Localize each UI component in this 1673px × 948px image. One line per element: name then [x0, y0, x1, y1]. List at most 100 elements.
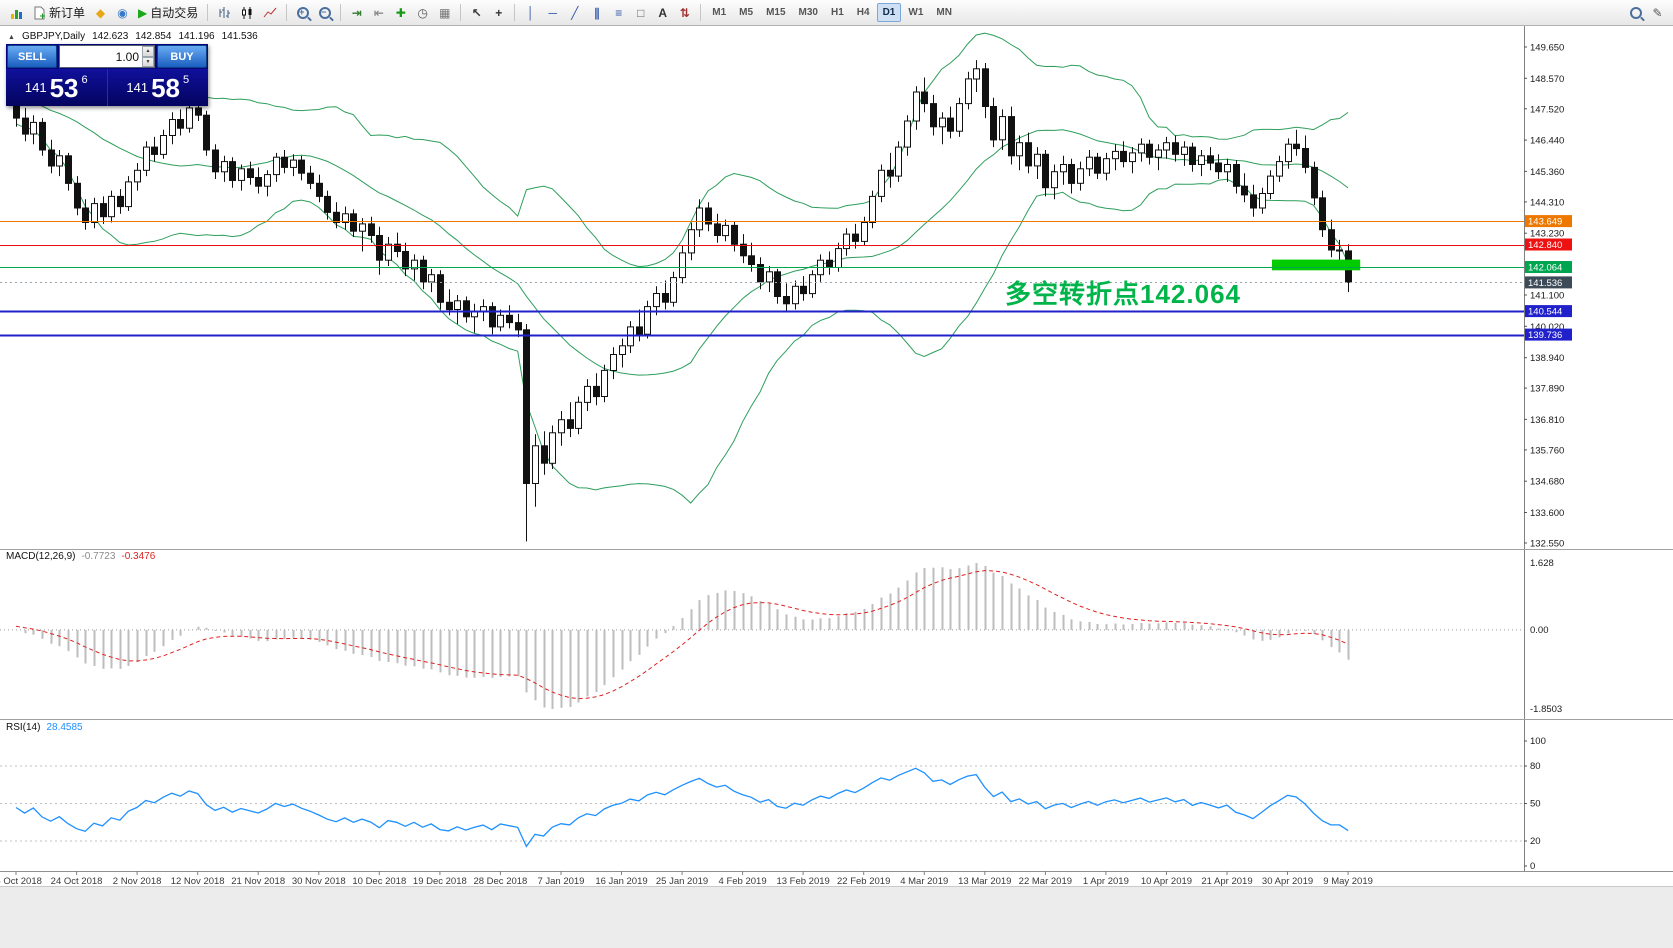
horizontal-levels[interactable] [0, 221, 1524, 337]
chart-window[interactable]: 149.650 148.570 147.520 146.440 145.360 144.3… [0, 26, 1673, 887]
text-icon: A [658, 5, 668, 20]
timeframe-w1-button[interactable]: W1 [902, 3, 929, 22]
vertical-line-icon: │ [527, 5, 535, 20]
line-chart-button[interactable] [259, 2, 281, 23]
zoom-out-button[interactable]: − [314, 2, 335, 23]
timeframe-mn-button[interactable]: MN [930, 3, 958, 22]
symbol-search-button[interactable] [1625, 2, 1646, 23]
shapes-icon: □ [637, 5, 645, 20]
svg-text:22 Mar 2019: 22 Mar 2019 [1019, 876, 1072, 887]
buy-button[interactable]: BUY [157, 45, 207, 68]
crosshair-button[interactable]: + [488, 2, 509, 23]
svg-text:142.840: 142.840 [1528, 240, 1562, 251]
svg-text:143.230: 143.230 [1530, 229, 1564, 240]
sell-button[interactable]: SELL [7, 45, 57, 68]
macd-main-value: -0.7723 [81, 551, 116, 562]
timeframe-m30-button[interactable]: M30 [793, 3, 824, 22]
community-button[interactable]: ◉ [112, 2, 133, 23]
bar-chart-button[interactable] [213, 2, 235, 23]
channel-icon: ∥ [593, 5, 600, 20]
svg-text:142.064: 142.064 [1528, 263, 1562, 274]
toolbar-separator [286, 4, 288, 21]
symbol-label: GBPJPY,Daily [21, 31, 86, 42]
indicators-button[interactable]: ✚ [390, 2, 411, 23]
svg-text:146.440: 146.440 [1530, 136, 1564, 147]
alerts-button[interactable]: ◆ [90, 2, 111, 23]
volume-up-button[interactable]: ▲ [142, 46, 154, 57]
zoom-in-button[interactable]: + [292, 2, 313, 23]
svg-text:133.600: 133.600 [1530, 508, 1564, 519]
auto-scroll-icon: ⇥ [351, 5, 362, 20]
svg-text:1.628: 1.628 [1530, 558, 1554, 569]
app-icon[interactable] [5, 2, 27, 23]
timeframe-h1-button[interactable]: H1 [825, 3, 850, 22]
svg-text:141.100: 141.100 [1530, 291, 1564, 302]
timeframe-m1-button[interactable]: M1 [706, 3, 732, 22]
timeframe-m5-button[interactable]: M5 [733, 3, 759, 22]
chart-shift-button[interactable]: ⇤ [368, 2, 389, 23]
toolbar-separator [340, 4, 342, 21]
channel-button[interactable]: ∥ [586, 2, 607, 23]
price-chart-canvas[interactable]: 149.650 148.570 147.520 146.440 145.360 144.3… [0, 26, 1673, 887]
timeframe-h4-button[interactable]: H4 [851, 3, 876, 22]
svg-text:25 Jan 2019: 25 Jan 2019 [656, 876, 708, 887]
trendline-button[interactable]: ╱ [564, 2, 585, 23]
svg-text:145.360: 145.360 [1530, 167, 1564, 178]
candlestick-chart-button[interactable] [236, 2, 258, 23]
volume-down-button[interactable]: ▼ [142, 56, 154, 67]
templates-icon: ▦ [439, 5, 451, 20]
sell-price-prefix: 141 [24, 80, 47, 95]
quick-edit-button[interactable]: ✎ [1647, 2, 1668, 23]
linechart-icon [263, 7, 277, 17]
oct-collapse-icon[interactable]: ▲ [8, 34, 15, 41]
time-axis[interactable]: 15 Oct 2018 24 Oct 2018 2 Nov 2018 12 Nov 2… [0, 871, 1673, 887]
chart-header: ▲ GBPJPY,Daily 142.623 142.854 141.196 1… [8, 31, 258, 42]
text-button[interactable]: A [652, 2, 673, 23]
volume-field-wrap: ▲ ▼ [59, 45, 155, 68]
indicators-icon: ✚ [395, 5, 406, 20]
svg-text:0: 0 [1530, 861, 1535, 872]
autotrading-button-label: 自动交易 [150, 6, 199, 20]
toolbar-separator [514, 4, 516, 21]
zoom-icon [1629, 6, 1642, 19]
buy-price[interactable]: 141 58 5 [108, 69, 209, 106]
timeframe-d1-button[interactable]: D1 [876, 3, 902, 22]
svg-text:21 Nov 2018: 21 Nov 2018 [231, 876, 285, 887]
timeframe-m15-button[interactable]: M15 [760, 3, 791, 22]
cursor-button[interactable]: ↖ [466, 2, 487, 23]
autotrading-button[interactable]: ▶ 自动交易 [134, 2, 202, 23]
bottom-strip [0, 886, 1673, 948]
svg-text:149.650: 149.650 [1530, 43, 1564, 54]
crosshair-icon: + [495, 5, 503, 20]
periods-button[interactable]: ◷ [412, 2, 433, 23]
alerts-icon: ◆ [95, 5, 106, 20]
templates-button[interactable]: ▦ [434, 2, 455, 23]
fibonacci-button[interactable]: ≡ [608, 2, 629, 23]
svg-text:4 Feb 2019: 4 Feb 2019 [719, 876, 767, 887]
auto-scroll-button[interactable]: ⇥ [346, 2, 367, 23]
price-scale[interactable]: 149.650 148.570 147.520 146.440 145.360 144.3… [1524, 26, 1572, 871]
shapes-button[interactable]: □ [630, 2, 651, 23]
vertical-line-button[interactable]: │ [520, 2, 541, 23]
drawn-objects[interactable] [1272, 259, 1361, 271]
oct-controls: SELL ▲ ▼ BUY [6, 44, 208, 69]
svg-text:28 Dec 2018: 28 Dec 2018 [473, 876, 527, 887]
candles-icon [242, 6, 252, 19]
svg-text:100: 100 [1530, 736, 1546, 747]
volume-input[interactable] [60, 46, 154, 67]
svg-text:136.810: 136.810 [1530, 415, 1564, 426]
svg-text:1 Apr 2019: 1 Apr 2019 [1083, 876, 1129, 887]
svg-text:140.544: 140.544 [1528, 307, 1562, 318]
oct-prices: 141 53 6 141 58 5 [6, 69, 208, 106]
chart-annotation-text[interactable]: 多空转折点142.064 [1005, 279, 1241, 309]
ohlc-close: 141.536 [221, 31, 258, 42]
arrows-button[interactable]: ⇅ [674, 2, 695, 23]
sell-price[interactable]: 141 53 6 [6, 69, 108, 106]
highlight-rectangle [1272, 259, 1361, 271]
zoom-in-icon: + [296, 6, 309, 19]
macd-header: MACD(12,26,9) -0.7723 -0.3476 [6, 551, 155, 562]
new-order-button[interactable]: 新订单 [28, 2, 89, 23]
toolbar-separator [700, 4, 702, 21]
buy-price-big: 58 [151, 72, 180, 103]
horizontal-line-button[interactable]: ─ [542, 2, 563, 23]
